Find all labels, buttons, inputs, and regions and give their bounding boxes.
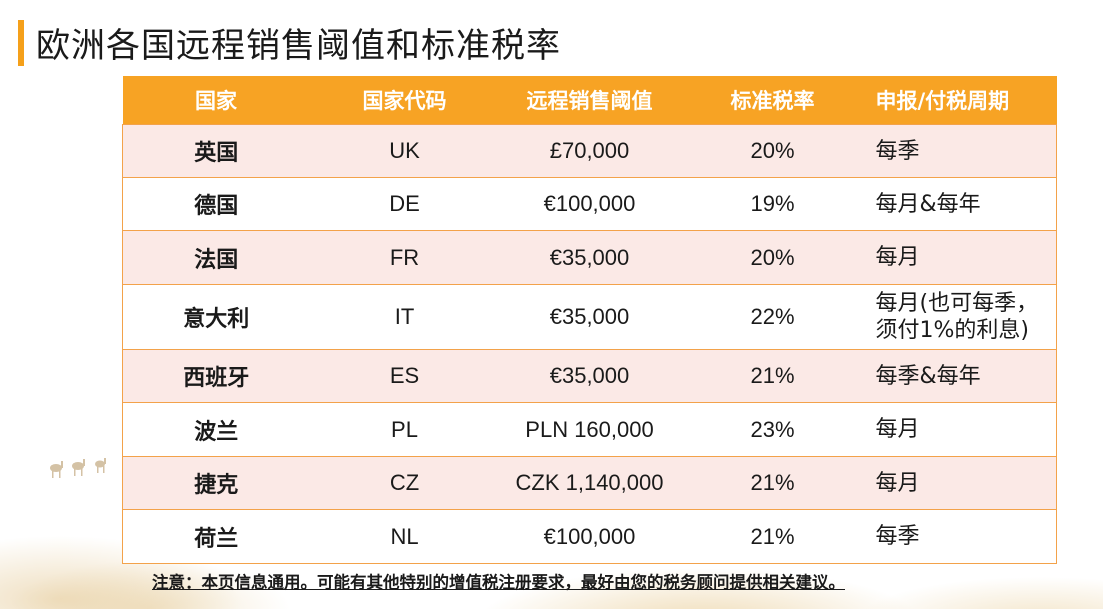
country-code-cell: DE — [309, 177, 500, 231]
period-cell: 每季 — [865, 124, 1057, 178]
period-cell: 每月(也可每季， 须付1%的利息) — [865, 284, 1057, 350]
country-code-cell: NL — [309, 509, 500, 564]
footnote: 注意：本页信息通用。可能有其他特别的增值税注册要求，最好由您的税务顾问提供相关建… — [152, 573, 845, 592]
table-row: 波兰 PL PLN 160,000 23% 每月 — [122, 402, 1057, 457]
header-country: 国家 — [122, 76, 310, 125]
threshold-cell: CZK 1,140,000 — [499, 456, 680, 510]
country-cell: 荷兰 — [122, 509, 310, 564]
table-row: 荷兰 NL €100,000 21% 每季 — [122, 509, 1057, 564]
country-cell: 意大利 — [122, 284, 310, 350]
header-country-code: 国家代码 — [309, 76, 500, 125]
table-row: 德国 DE €100,000 19% 每月&每年 — [122, 177, 1057, 231]
threshold-cell: €35,000 — [499, 349, 680, 403]
header-filing-period: 申报/付税周期 — [865, 76, 1057, 125]
period-line: 须付1%的利息) — [875, 318, 1030, 343]
page-title: 欧洲各国远程销售阈值和标准税率 — [36, 26, 561, 66]
table-row: 西班牙 ES €35,000 21% 每季&每年 — [122, 349, 1057, 403]
period-cell: 每月 — [865, 230, 1057, 285]
table-header-row: 国家 国家代码 远程销售阈值 标准税率 申报/付税周期 — [122, 76, 1057, 125]
header-distance-selling-threshold: 远程销售阈值 — [499, 76, 680, 125]
period-cell: 每月&每年 — [865, 177, 1057, 231]
country-cell: 法国 — [122, 230, 310, 285]
country-code-cell: PL — [309, 402, 500, 457]
country-code-cell: IT — [309, 284, 500, 350]
period-line: 每月(也可每季， — [875, 291, 1039, 316]
threshold-cell: €35,000 — [499, 230, 680, 285]
country-cell: 英国 — [122, 124, 310, 178]
country-code-cell: CZ — [309, 456, 500, 510]
table-row: 英国 UK £70,000 20% 每季 — [122, 124, 1057, 178]
header-standard-rate: 标准税率 — [679, 76, 866, 125]
camel-caravan-illustration — [50, 458, 106, 478]
table-row: 捷克 CZ CZK 1,140,000 21% 每月 — [122, 456, 1057, 510]
rate-cell: 21% — [679, 456, 866, 510]
rate-cell: 23% — [679, 402, 866, 457]
table-row: 意大利 IT €35,000 22% 每月(也可每季， 须付1%的利息) — [122, 284, 1057, 350]
threshold-cell: €100,000 — [499, 177, 680, 231]
country-cell: 西班牙 — [122, 349, 310, 403]
threshold-cell: €100,000 — [499, 509, 680, 564]
country-cell: 德国 — [122, 177, 310, 231]
vat-threshold-table: 国家 国家代码 远程销售阈值 标准税率 申报/付税周期 英国 UK £70,00… — [122, 76, 1057, 564]
title-accent-bar — [18, 20, 24, 66]
threshold-cell: £70,000 — [499, 124, 680, 178]
country-code-cell: FR — [309, 230, 500, 285]
rate-cell: 21% — [679, 509, 866, 564]
rate-cell: 22% — [679, 284, 866, 350]
rate-cell: 21% — [679, 349, 866, 403]
rate-cell: 19% — [679, 177, 866, 231]
country-code-cell: ES — [309, 349, 500, 403]
table-row: 法国 FR €35,000 20% 每月 — [122, 230, 1057, 285]
threshold-cell: €35,000 — [499, 284, 680, 350]
country-code-cell: UK — [309, 124, 500, 178]
country-cell: 捷克 — [122, 456, 310, 510]
period-cell: 每月 — [865, 456, 1057, 510]
country-cell: 波兰 — [122, 402, 310, 457]
period-cell: 每季&每年 — [865, 349, 1057, 403]
rate-cell: 20% — [679, 124, 866, 178]
period-cell: 每季 — [865, 509, 1057, 564]
rate-cell: 20% — [679, 230, 866, 285]
threshold-cell: PLN 160,000 — [499, 402, 680, 457]
period-cell: 每月 — [865, 402, 1057, 457]
